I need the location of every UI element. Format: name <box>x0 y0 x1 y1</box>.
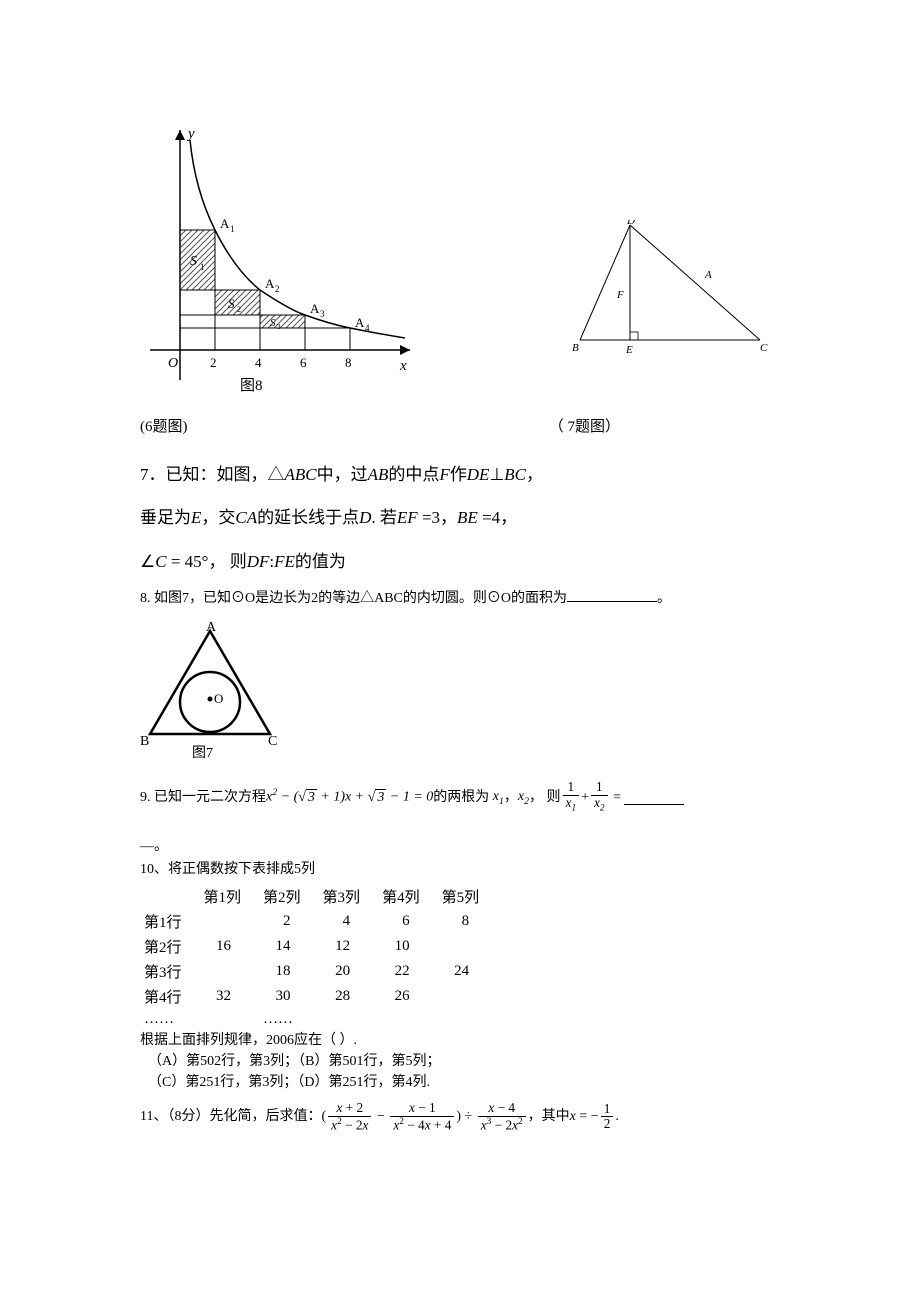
figure-8-incircle: A B C O 图7 <box>140 619 800 764</box>
svg-text:C: C <box>760 342 768 354</box>
q9-then: ， 则 <box>529 785 561 810</box>
q7-line2: 垂足为E，交CA的延长线于点D. 若EF =3，BE =4， <box>140 499 800 536</box>
q11-half: 12 <box>601 1102 614 1132</box>
svg-text:图8: 图8 <box>240 377 263 394</box>
svg-text:6: 6 <box>300 355 307 370</box>
svg-text:x: x <box>399 358 407 374</box>
q9: 9. 已知一元二次方程 x2 − (3 + 1)x + 3 − 1 = 0 的两… <box>140 780 800 814</box>
svg-text:A: A <box>704 269 712 281</box>
q9-eq: = <box>610 785 625 810</box>
svg-text:S: S <box>228 296 235 311</box>
q10-opt1: （A）第502行，第3列；（B）第501行，第5列； <box>140 1051 800 1072</box>
q8-prefix: 8. 如图7，已知⊙O是边长为2的等边△ABC的内切圆。则⊙O的面积为 <box>140 591 567 606</box>
svg-text:O: O <box>168 356 178 371</box>
q11-where: ，其中 <box>528 1104 570 1129</box>
q9-x2: x2 <box>518 784 529 810</box>
q11-eq: = − <box>576 1104 599 1129</box>
svg-text:B: B <box>140 734 149 749</box>
svg-text:F: F <box>616 289 624 301</box>
figure-captions-row: (6题图) （ 7题图） <box>140 415 800 436</box>
fig7tri-svg: D A F B E C <box>570 220 770 360</box>
svg-text:D: D <box>626 220 635 227</box>
svg-text:3: 3 <box>320 309 325 319</box>
q10-question: 根据上面排列规律，2006应在（ ）. <box>140 1030 800 1051</box>
svg-text:2: 2 <box>210 355 217 370</box>
svg-text:2: 2 <box>237 305 241 314</box>
q11-expr: (x + 2x2 − 2x − x − 1x2 − 4x + 4) ÷ x − … <box>321 1101 527 1133</box>
table-row: 第1行2468 <box>140 909 497 934</box>
fig8-svg: A B C O 图7 <box>140 619 280 759</box>
table-row: 第2行16141210 <box>140 934 497 959</box>
svg-text:2: 2 <box>275 284 280 294</box>
svg-text:8: 8 <box>345 355 352 370</box>
svg-text:3: 3 <box>277 323 281 331</box>
svg-text:4: 4 <box>365 323 370 333</box>
svg-text:B: B <box>572 342 579 354</box>
q9-frac1: 1x1 <box>563 780 580 814</box>
q9-frac2: 1x2 <box>591 780 608 814</box>
q9-suffix: —。 <box>140 834 800 859</box>
table-row: 第4行32302826 <box>140 984 497 1009</box>
q10-intro: 10、将正偶数按下表排成5列 <box>140 859 800 880</box>
svg-text:1: 1 <box>230 224 235 234</box>
q8-blank <box>567 587 657 602</box>
q9-mid: 的两根为 <box>433 785 489 810</box>
q8-text: 8. 如图7，已知⊙O是边长为2的等边△ABC的内切圆。则⊙O的面积为 。 <box>140 586 800 611</box>
fig6-caption: (6题图) <box>140 415 188 436</box>
q11-end: . <box>615 1104 619 1129</box>
q8-suffix: 。 <box>657 591 671 606</box>
fig7-caption: （ 7题图） <box>549 415 620 436</box>
svg-text:S: S <box>270 317 276 329</box>
q7-line1: 7．已知：如图，△ABC中，过AB的中点F作DE⊥BC， <box>140 456 800 493</box>
svg-text:E: E <box>625 344 633 356</box>
q10-table: 第1列第2列第3列第4列第5列 第1行2468 第2行16141210 第3行1… <box>140 884 497 1030</box>
svg-text:A: A <box>310 301 320 316</box>
table-row: 第3行18202224 <box>140 959 497 984</box>
q11-prefix: 11、（8分）先化简，后求值： <box>140 1104 321 1129</box>
svg-text:4: 4 <box>255 355 262 370</box>
svg-text:C: C <box>268 734 277 749</box>
figure-7-triangle: D A F B E C <box>570 220 770 365</box>
q9-prefix: 9. 已知一元二次方程 <box>140 785 266 810</box>
table-row: ………… <box>140 1009 497 1030</box>
svg-text:1: 1 <box>200 262 205 272</box>
q9-equation: x2 − (3 + 1)x + 3 − 1 = 0 <box>266 784 433 810</box>
svg-text:O: O <box>214 691 223 706</box>
q11: 11、（8分）先化简，后求值： (x + 2x2 − 2x − x − 1x2 … <box>140 1101 800 1133</box>
table-row: 第1列第2列第3列第4列第5列 <box>140 884 497 909</box>
svg-text:A: A <box>355 315 365 330</box>
figure-6: 2 4 6 8 O x y <box>140 120 440 405</box>
svg-text:图7: 图7 <box>192 746 213 759</box>
q7-line3: ∠C = 45°， 则DF:FE的值为 <box>140 543 800 580</box>
svg-text:A: A <box>220 216 230 231</box>
svg-text:A: A <box>206 620 217 635</box>
svg-text:A: A <box>265 276 275 291</box>
q9-blank <box>624 790 684 805</box>
svg-text:y: y <box>186 126 195 142</box>
q10-opt2: （C）第251行，第3列；（D）第251行，第4列. <box>140 1072 800 1093</box>
figure-row: 2 4 6 8 O x y <box>140 120 800 405</box>
q9-x1: x1 <box>489 784 504 810</box>
page: 2 4 6 8 O x y <box>0 0 920 1173</box>
svg-text:S: S <box>190 254 197 269</box>
fig6-svg: 2 4 6 8 O x y <box>140 120 420 400</box>
